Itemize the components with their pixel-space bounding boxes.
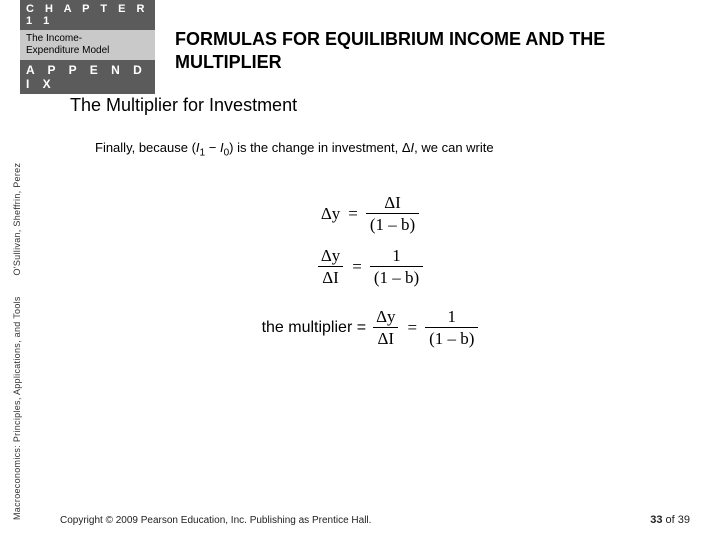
book-title: Macroeconomics: Principles, Applications… bbox=[12, 296, 22, 520]
equals-icon: = bbox=[348, 204, 358, 224]
page-total: 39 bbox=[678, 514, 690, 526]
f2-lhs: Δy ΔI bbox=[317, 247, 344, 286]
f3-mid: Δy ΔI bbox=[372, 308, 399, 347]
page-title: FORMULAS FOR EQUILIBRIUM INCOME AND THE … bbox=[175, 28, 695, 73]
formulas-block: Δy = ΔI (1 – b) Δy ΔI = 1 (1 – b) the mu… bbox=[220, 180, 520, 361]
formula-2: Δy ΔI = 1 (1 – b) bbox=[220, 247, 520, 286]
page-current: 33 bbox=[650, 514, 662, 526]
page-sep: of bbox=[662, 514, 677, 526]
f3-rhs-num: 1 bbox=[444, 308, 461, 327]
f1-lhs: Δy bbox=[321, 204, 340, 224]
formula-1: Δy = ΔI (1 – b) bbox=[220, 194, 520, 233]
multiplier-label: the multiplier = bbox=[262, 319, 367, 337]
body-minus: − bbox=[205, 140, 220, 155]
f1-num: ΔI bbox=[380, 194, 405, 213]
f2-lhs-den: ΔI bbox=[318, 266, 343, 286]
copyright: Copyright © 2009 Pearson Education, Inc.… bbox=[60, 515, 371, 526]
body-mid: ) is the change in investment, Δ bbox=[229, 140, 410, 155]
model-line1: The Income- bbox=[26, 33, 82, 44]
f2-rhs-den: (1 – b) bbox=[370, 266, 423, 286]
equals-icon: = bbox=[408, 318, 418, 338]
sidebar-citation: Macroeconomics: Principles, Applications… bbox=[12, 163, 22, 520]
appendix-label: A P P E N D I X bbox=[20, 60, 155, 94]
authors: O'Sullivan, Sheffrin, Perez bbox=[12, 163, 22, 276]
model-line2: Expenditure Model bbox=[26, 45, 109, 56]
formula-3: the multiplier = Δy ΔI = 1 (1 – b) bbox=[220, 308, 520, 347]
model-label: The Income- Expenditure Model bbox=[20, 30, 155, 60]
chapter-header: C H A P T E R 1 1 The Income- Expenditur… bbox=[20, 0, 155, 94]
chapter-label: C H A P T E R 1 1 bbox=[20, 0, 155, 30]
page-number: 33 of 39 bbox=[650, 514, 690, 526]
f2-rhs: 1 (1 – b) bbox=[370, 247, 423, 286]
f2-rhs-num: 1 bbox=[388, 247, 405, 266]
body-suffix: , we can write bbox=[414, 140, 493, 155]
f1-den: (1 – b) bbox=[366, 213, 419, 233]
f3-rhs: 1 (1 – b) bbox=[425, 308, 478, 347]
f3-rhs-den: (1 – b) bbox=[425, 327, 478, 347]
f3-mid-num: Δy bbox=[372, 308, 399, 327]
f3-mid-den: ΔI bbox=[373, 327, 398, 347]
equals-icon: = bbox=[352, 257, 362, 277]
body-text: Finally, because (I1 − I0) is the change… bbox=[95, 140, 675, 159]
f2-lhs-num: Δy bbox=[317, 247, 344, 266]
body-prefix: Finally, because ( bbox=[95, 140, 196, 155]
f1-frac: ΔI (1 – b) bbox=[366, 194, 419, 233]
section-title: The Multiplier for Investment bbox=[70, 95, 297, 116]
